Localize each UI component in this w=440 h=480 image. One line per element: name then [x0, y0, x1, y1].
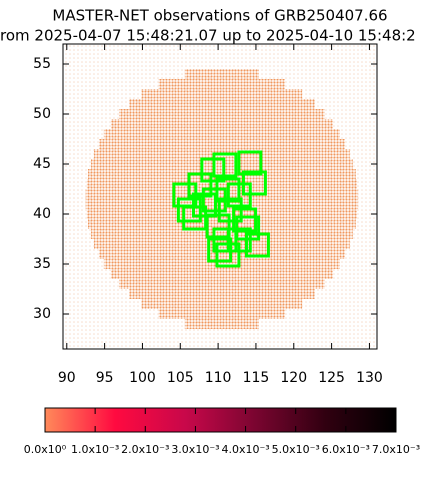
probability-row — [184, 319, 259, 329]
plot-area — [85, 69, 359, 329]
probability-row — [128, 289, 315, 299]
observed-field — [176, 197, 202, 223]
y-tick-label: 30 — [33, 306, 51, 322]
probability-row — [103, 259, 340, 269]
x-tick-label: 100 — [129, 370, 156, 386]
colorbar-tick-label: 0.0x10⁰ — [24, 443, 67, 456]
observed-field — [207, 237, 233, 263]
observed-field — [215, 242, 241, 268]
probability-row — [110, 119, 334, 129]
colorbar-tick-label: 4.0x10⁻³ — [221, 443, 269, 456]
y-tick-label: 55 — [33, 56, 51, 72]
plot-frame — [62, 43, 378, 350]
probability-row — [118, 109, 325, 119]
probability-row — [158, 309, 286, 319]
probability-row — [86, 179, 358, 189]
colorbar-tick-label: 3.0x10⁻³ — [171, 443, 219, 456]
probability-row — [103, 129, 340, 139]
y-tick-label: 40 — [33, 206, 51, 222]
x-tick-label: 90 — [58, 370, 76, 386]
y-tick-label: 45 — [33, 156, 51, 172]
observed-field — [232, 207, 258, 233]
probability-row — [85, 189, 359, 199]
x-tick-label: 120 — [280, 370, 307, 386]
colorbar — [44, 407, 397, 433]
chart-title: MASTER-NET observations of GRB250407.66 — [52, 7, 387, 25]
probability-row — [87, 169, 356, 179]
probability-row — [87, 219, 356, 229]
colorbar-tick-label: 2.0x10⁻³ — [121, 443, 169, 456]
probability-row — [184, 69, 259, 79]
x-tick-label: 115 — [243, 370, 270, 386]
probability-row — [141, 299, 303, 309]
colorbar-tick-label: 5.0x10⁻³ — [272, 443, 320, 456]
observed-field — [212, 152, 238, 178]
y-tick-label: 50 — [33, 106, 51, 122]
observed-field — [192, 192, 217, 218]
probability-row — [110, 269, 334, 279]
observed-field — [237, 150, 263, 176]
colorbar-tick-label: 1.0x10⁻³ — [71, 443, 119, 456]
probability-row — [90, 159, 353, 169]
colorbar-tick-label: 6.0x10⁻³ — [322, 443, 370, 456]
probability-row — [128, 99, 315, 109]
probability-row — [98, 249, 346, 259]
observed-field — [226, 182, 252, 208]
observed-field — [205, 213, 231, 239]
x-tick-label: 95 — [96, 370, 114, 386]
y-tick-label: 35 — [33, 256, 51, 272]
x-tick-label: 110 — [205, 370, 232, 386]
probability-row — [141, 89, 303, 99]
probability-row — [85, 199, 359, 209]
observed-field — [235, 215, 261, 241]
probability-row — [98, 139, 346, 149]
observed-field — [187, 172, 213, 198]
x-tick-label: 125 — [318, 370, 345, 386]
probability-row — [90, 229, 353, 239]
probability-row — [118, 279, 325, 289]
chart-subtitle: rom 2025-04-07 15:48:21.07 up to 2025-04… — [0, 27, 416, 45]
x-tick-label: 105 — [167, 370, 194, 386]
probability-row — [158, 79, 286, 89]
colorbar-tick-label: 7.0x10⁻³ — [372, 443, 420, 456]
x-tick-label: 130 — [356, 370, 383, 386]
